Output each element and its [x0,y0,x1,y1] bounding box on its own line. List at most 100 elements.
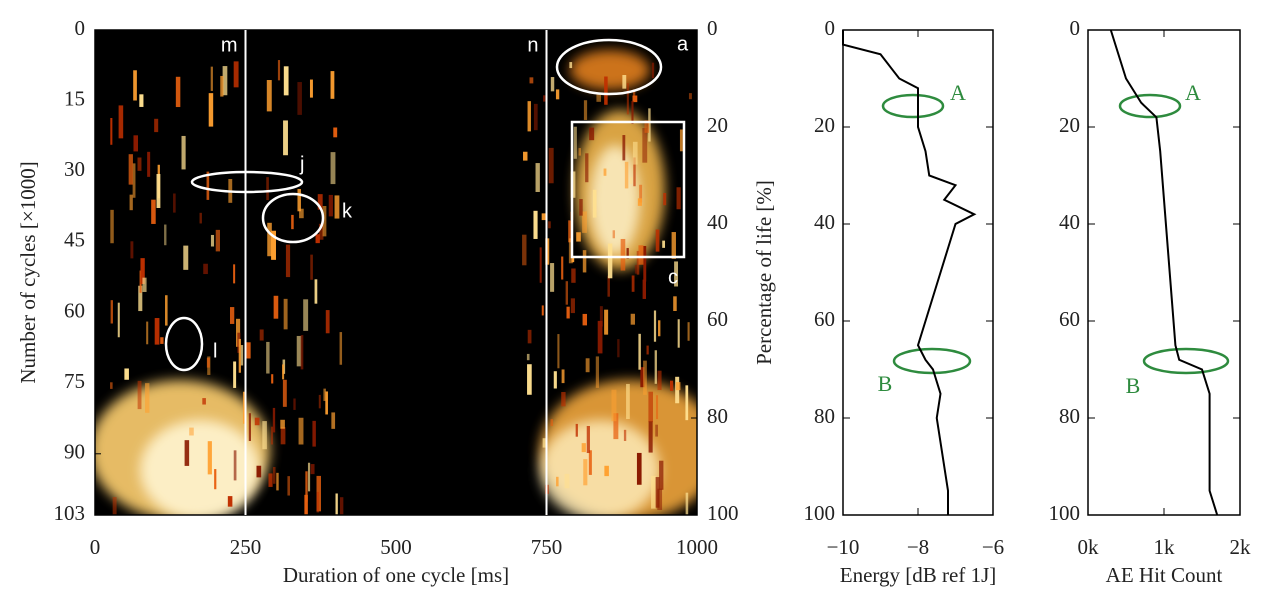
heat-streak [210,66,213,91]
heat-streak [688,93,692,100]
heat-streak [222,66,228,96]
heat-streak [588,450,592,475]
heat-streak [270,426,274,445]
heat-streak [173,193,176,213]
heat-streak [638,333,641,370]
annotation: j [299,153,304,175]
heat-streak [266,80,272,112]
heat-streak [568,220,572,243]
heat-streak [314,279,318,304]
heat-streak [582,313,588,326]
heat-streak [273,295,279,319]
x-tick-label: 1000 [676,535,718,559]
x-tick-label: −8 [907,535,929,559]
heat-streak [315,234,320,244]
heat-streak [268,473,273,487]
heat-streak [583,100,588,120]
heat-streak [254,417,260,426]
heat-streak [529,77,534,84]
heat-streak [675,382,681,391]
heat-streak [339,497,344,515]
heat-streak [154,318,160,345]
heat-streak [339,332,343,365]
y2-axis-label: Percentage of life [%] [752,180,776,365]
heat-streak [550,419,553,426]
heat-streak [643,246,647,282]
heat-streak [585,153,589,183]
heat-streak [648,421,653,453]
annotation-shapes-green [881,93,1230,375]
heat-streak [266,177,269,201]
heat-streak [214,469,217,490]
y2-tick-label: 100 [707,501,739,525]
heat-streak [262,421,267,450]
heat-streak [677,319,680,348]
x-tick-label: 0k [1078,535,1100,559]
data-line [842,30,977,515]
heat-streak [604,465,609,477]
heat-streak [632,89,636,97]
heat-streak [325,391,328,415]
heat-streak [276,472,279,491]
heat-streak [561,369,565,384]
heat-streak [527,101,531,132]
heat-streak [648,391,653,423]
heat-blob [540,420,660,515]
heat-streak [233,450,237,481]
heat-streak [541,305,544,316]
heat-streak [133,135,138,152]
heat-streak [220,75,224,97]
heat-streak [300,335,304,370]
heat-streak [548,147,554,184]
heat-streak [137,157,142,171]
heat-streak [651,62,655,79]
heat-streak [639,184,643,203]
x-tick-label: 1k [1154,535,1176,559]
heat-streak [595,356,600,388]
heat-streak [685,492,689,515]
heat-blob [570,50,650,90]
y-tick-label: 30 [64,157,85,181]
heat-streak [304,494,308,515]
heat-streak [636,250,640,275]
heat-streak [607,243,613,279]
heat-streak [622,135,626,161]
heat-streak [175,76,181,108]
annotation: a [677,33,689,55]
heat-streak [651,475,656,509]
heat-streak [112,497,117,515]
heat-streak [310,464,315,475]
heat-streak [522,234,527,266]
y-axis-label: Number of cycles [×1000] [16,161,40,383]
heat-streak [283,66,289,96]
heat-streak [653,310,657,342]
x-tick-label: 500 [380,535,412,559]
y-tick-label: 0 [825,16,836,40]
heat-streak [685,385,689,421]
heat-streak [630,313,635,325]
heat-streak [550,263,555,292]
y-tick-label: 80 [814,404,835,428]
y-tick-label: 103 [54,501,86,525]
heat-streak [283,120,288,156]
heat-streak [566,306,570,319]
heat-streak [140,258,145,284]
heat-streak [658,320,661,337]
heat-streak [573,126,577,159]
heat-streak [646,345,649,355]
heat-streak [631,100,634,124]
heat-streak [640,367,645,388]
heat-streak [636,452,642,485]
heat-streak [233,361,237,388]
heat-streak [318,394,321,409]
heat-streak [132,163,136,198]
heat-streak [550,77,555,92]
y-tick-label: 60 [64,298,85,322]
heat-streak [333,127,338,138]
heat-streak [259,329,264,341]
y-tick-label: 0 [75,16,86,40]
heat-streak [118,105,124,139]
heat-streak [654,350,657,384]
heat-streak [160,337,164,344]
heat-streak [626,248,629,259]
